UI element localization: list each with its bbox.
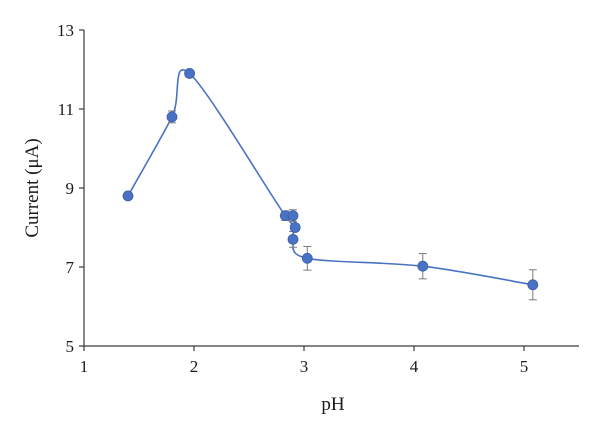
data-point xyxy=(184,68,196,79)
y-tick-label: 13 xyxy=(57,21,74,40)
y-tick-label: 11 xyxy=(58,100,74,119)
data-point xyxy=(166,111,178,123)
x-tick-label: 2 xyxy=(190,357,199,376)
y-tick-label: 7 xyxy=(66,258,75,277)
data-point xyxy=(287,210,299,222)
x-tick-label: 3 xyxy=(300,357,309,376)
fit-curve xyxy=(127,69,533,286)
data-point xyxy=(289,222,301,233)
axes: 5 7 9 11 13 1 2 3 4 5 xyxy=(57,21,579,376)
data-point xyxy=(417,260,429,272)
data-point xyxy=(301,252,313,264)
y-tick-label: 9 xyxy=(66,179,75,198)
fit-curve-layer xyxy=(127,69,533,286)
error-bars-layer xyxy=(124,69,537,301)
x-tick-label: 1 xyxy=(80,357,89,376)
y-tick-label: 5 xyxy=(66,337,75,356)
data-point xyxy=(287,233,299,245)
data-point xyxy=(122,190,134,202)
x-axis-title: pH xyxy=(321,394,345,415)
x-tick-label: 5 xyxy=(520,357,529,376)
data-point xyxy=(527,279,539,291)
y-axis-title: Current (μA) xyxy=(22,138,43,237)
data-points-layer xyxy=(122,68,539,291)
x-tick-label: 4 xyxy=(410,357,419,376)
